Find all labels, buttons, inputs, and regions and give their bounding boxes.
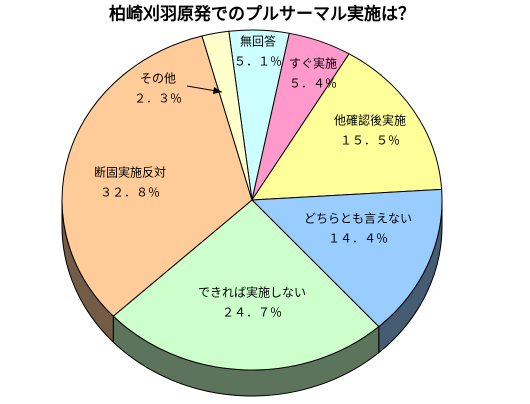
chart-title: 柏崎刈羽原発でのプルサーマル実施は？ (109, 4, 415, 25)
value-label: ２．３％ (134, 92, 182, 106)
slice (61, 35, 253, 317)
value-label: １４．４％ (328, 232, 388, 246)
labels: 無回答 ５．１％ すぐ実施 ５．４％ 他確認後実施 １５．５％ どちらとも言えない １４．４％… (94, 34, 412, 320)
value-label: ３２．８％ (100, 186, 160, 200)
leader-arrow (213, 87, 222, 94)
slice-label: すぐ実施 (289, 56, 337, 71)
slice-label: できれば実施しない (198, 285, 306, 300)
slice-label: 断固実施反対 (94, 165, 166, 180)
value-label: １５．５％ (340, 134, 400, 148)
slice (251, 53, 443, 201)
slice (250, 188, 443, 328)
slice-label: 他確認後実施 (334, 113, 406, 128)
slice (201, 30, 253, 201)
value-label: ５．４％ (289, 77, 337, 91)
pie-tops (61, 29, 443, 371)
slice-label: 無回答 (240, 34, 276, 49)
slice-label: その他 (140, 72, 176, 86)
slice (112, 199, 380, 371)
value-label: ２４．７％ (222, 306, 282, 320)
slice-label: どちらとも言えない (304, 212, 412, 226)
value-label: ５．１％ (234, 55, 282, 69)
